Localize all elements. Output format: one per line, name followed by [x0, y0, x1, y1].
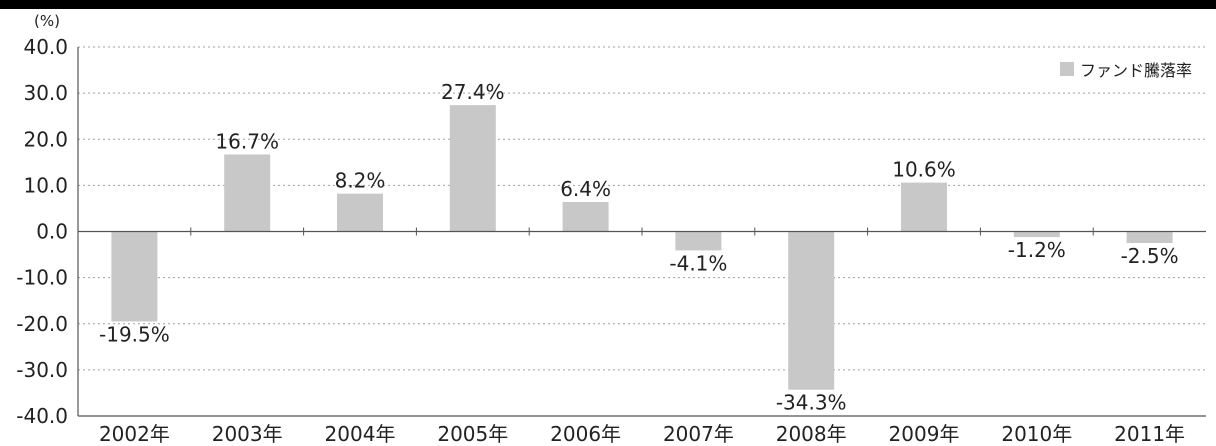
x-category-label: 2009年: [889, 422, 960, 446]
data-label: 10.6%: [892, 158, 956, 182]
x-category-label: 2008年: [776, 422, 847, 446]
x-category-label: 2005年: [437, 422, 508, 446]
y-tick-label: 0.0: [36, 220, 68, 244]
x-category-label: 2006年: [550, 422, 621, 446]
bar: [901, 182, 947, 232]
bar: [449, 105, 496, 232]
data-label: -4.1%: [669, 251, 727, 275]
y-tick-label: 30.0: [23, 81, 68, 105]
x-category-label: 2002年: [99, 422, 170, 446]
x-category-label: 2010年: [1001, 422, 1072, 446]
y-tick-label: 20.0: [23, 127, 68, 151]
axes-layer: [77, 47, 1206, 417]
legend-swatch: [1060, 62, 1074, 76]
x-category-label: 2007年: [663, 422, 734, 446]
data-label: -2.5%: [1121, 244, 1179, 268]
y-tick-label: -40.0: [16, 404, 68, 428]
y-unit-label: (%): [34, 12, 60, 30]
data-label: 6.4%: [560, 177, 611, 201]
bar: [224, 154, 271, 232]
top-bar: [0, 0, 1216, 9]
y-tick-label: 40.0: [23, 35, 68, 59]
legend: ファンド騰落率: [1060, 61, 1192, 80]
bar: [337, 193, 383, 232]
data-label: 27.4%: [441, 80, 505, 104]
grid-layer: [78, 46, 1206, 371]
x-category-label: 2004年: [325, 422, 396, 446]
bars-layer: [111, 105, 1173, 390]
data-label: 8.2%: [335, 169, 386, 193]
x-category-label: 2003年: [212, 422, 283, 446]
data-label: -19.5%: [99, 322, 170, 346]
y-tick-label: -20.0: [16, 312, 68, 336]
bar: [1013, 231, 1060, 238]
bar: [1126, 231, 1173, 244]
data-label: -1.2%: [1008, 238, 1066, 262]
labels-layer: 40.0 30.0 20.0 10.0 0.0 -10.0 -20.0 -30.0 -40.0 -…: [16, 35, 1185, 446]
bar: [562, 201, 609, 232]
bar: [675, 231, 722, 251]
data-label: -34.3%: [776, 391, 847, 415]
y-tick-label: 10.0: [23, 173, 68, 197]
y-tick-label: -30.0: [16, 358, 68, 382]
x-category-label: 2011年: [1114, 422, 1185, 446]
y-tick-label: -10.0: [16, 266, 68, 290]
bar: [111, 231, 158, 322]
bar: [788, 231, 835, 390]
legend-label: ファンド騰落率: [1080, 61, 1192, 80]
data-label: 16.7%: [215, 129, 279, 153]
